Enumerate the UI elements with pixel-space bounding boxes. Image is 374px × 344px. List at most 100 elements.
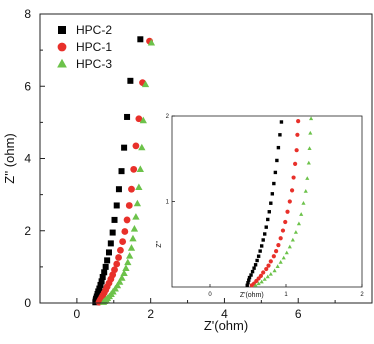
y-tick-label-0: 0 — [24, 296, 31, 310]
inset-y-tick-label-2: 2 — [166, 114, 170, 120]
inset-point-2-13 — [293, 230, 298, 234]
inset-point-0-2 — [247, 278, 251, 282]
point-hpc-1-12 — [113, 260, 121, 268]
point-hpc-1-16 — [121, 228, 129, 235]
inset-point-0-7 — [253, 263, 258, 267]
inset-x-tick-label-2: 2 — [360, 292, 364, 298]
x-tick-label-4: 4 — [221, 307, 228, 321]
inset-series-2 — [253, 116, 314, 287]
point-hpc-1-13 — [115, 254, 122, 261]
inset-point-1-6 — [264, 266, 269, 272]
x-tick-label-0: 0 — [74, 307, 81, 321]
inset-point-1-21 — [295, 132, 300, 137]
inset-point-1-15 — [285, 209, 290, 214]
legend-marker-hpc-3 — [57, 58, 67, 68]
point-hpc-1-15 — [119, 238, 127, 245]
inset-point-2-5 — [268, 271, 273, 276]
legend: HPC-2 HPC-1 HPC-3 — [57, 23, 112, 71]
inset-point-0-19 — [272, 181, 276, 186]
main-plot-marks — [92, 36, 156, 306]
point-hpc-2-15 — [109, 229, 116, 236]
point-hpc-2-11 — [102, 263, 109, 270]
inset-point-0-24 — [279, 120, 284, 124]
point-hpc-1-19 — [128, 185, 135, 193]
inset-point-2-9 — [281, 255, 286, 260]
inset-point-2-2 — [259, 279, 264, 284]
point-hpc-3-13 — [124, 258, 132, 266]
inset-point-0-1 — [246, 281, 250, 285]
inset-point-2-20 — [307, 146, 312, 150]
legend-marker-hpc-1 — [57, 42, 67, 52]
inset-point-0-20 — [273, 170, 278, 175]
inset-point-0-13 — [263, 232, 267, 236]
inset-point-0-3 — [247, 275, 252, 280]
inset-point-2-18 — [305, 176, 310, 180]
inset-plot: 0 1 2 1 2 Z'(ohm) Z'' — [156, 114, 364, 299]
point-hpc-3-18 — [132, 213, 140, 220]
inset-point-2-16 — [301, 200, 306, 205]
y-tick-label-2: 2 — [24, 224, 31, 238]
inset-point-0-8 — [255, 258, 259, 263]
legend-label-hpc-2: HPC-2 — [76, 23, 112, 37]
inset-point-2-11 — [287, 244, 292, 249]
point-hpc-3-24 — [141, 80, 150, 88]
inset-x-tick-label-0: 0 — [208, 292, 212, 298]
inset-point-0-23 — [278, 133, 282, 137]
inset-point-1-13 — [280, 228, 286, 233]
point-hpc-2-13 — [105, 249, 112, 256]
inset-point-0-12 — [261, 238, 265, 242]
inset-point-2-12 — [290, 237, 295, 242]
x-tick-label-6: 6 — [295, 307, 302, 321]
inset-point-0-16 — [267, 210, 271, 214]
y-tick-label-4: 4 — [24, 152, 31, 166]
inset-point-0-14 — [264, 225, 268, 229]
inset-point-2-15 — [299, 212, 304, 216]
inset-point-1-9 — [271, 254, 276, 259]
point-hpc-2-22 — [127, 77, 134, 84]
legend-label-hpc-3: HPC-3 — [76, 57, 112, 71]
point-hpc-2-8 — [98, 278, 105, 285]
y-axis-label: Z'' (ohm) — [2, 133, 17, 183]
point-hpc-3-23 — [139, 116, 147, 124]
inset-point-2-22 — [309, 116, 314, 121]
inset-point-2-3 — [262, 277, 267, 281]
point-hpc-2-23 — [137, 36, 144, 43]
inset-point-1-19 — [293, 161, 298, 166]
point-hpc-2-17 — [113, 202, 120, 209]
point-hpc-3-10 — [118, 274, 126, 281]
point-hpc-3-12 — [122, 264, 130, 271]
inset-point-1-8 — [268, 259, 273, 264]
point-hpc-3-20 — [135, 183, 143, 191]
inset-y-tick-label-1: 1 — [166, 200, 170, 206]
point-hpc-1-22 — [135, 115, 143, 123]
inset-point-1-5 — [261, 270, 266, 275]
inset-point-0-4 — [249, 273, 253, 277]
x-axis-label: Z'(ohm) — [204, 318, 248, 333]
inset-point-0-10 — [258, 249, 262, 253]
inset-point-1-11 — [276, 243, 281, 248]
inset-point-2-17 — [303, 189, 308, 193]
point-hpc-3-15 — [127, 244, 136, 251]
inset-point-0-15 — [266, 217, 270, 222]
point-hpc-2-14 — [107, 240, 114, 247]
inset-point-0-18 — [270, 192, 275, 196]
inset-point-2-21 — [308, 130, 313, 135]
inset-series-0 — [245, 120, 284, 287]
inset-axes-box — [171, 115, 363, 288]
point-hpc-3-14 — [125, 252, 134, 259]
point-hpc-3-17 — [130, 225, 139, 232]
point-hpc-2-9 — [99, 273, 106, 280]
point-hpc-3-25 — [147, 38, 156, 46]
point-hpc-3-16 — [129, 234, 137, 242]
inset-point-1-7 — [266, 263, 271, 268]
point-hpc-1-14 — [117, 246, 124, 254]
inset-point-0-0 — [245, 283, 249, 287]
point-hpc-2-16 — [111, 216, 118, 223]
inset-point-0-17 — [269, 201, 273, 205]
inset-point-0-11 — [259, 244, 264, 248]
point-hpc-2-7 — [97, 281, 104, 288]
point-hpc-2-21 — [124, 113, 131, 120]
inset-point-2-14 — [296, 221, 301, 226]
inset-point-1-17 — [289, 188, 295, 193]
